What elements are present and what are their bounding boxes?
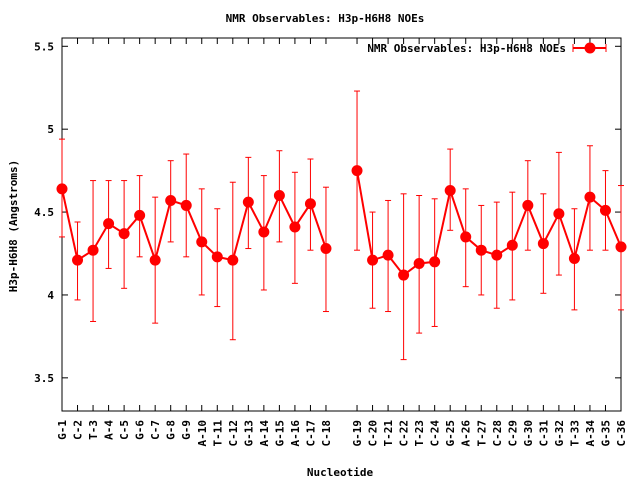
data-point [351,165,363,177]
x-tick-label: G-32 [553,420,566,447]
x-tick-label: T-3 [87,420,100,440]
data-point [584,191,596,203]
x-tick-label: C-18 [320,420,333,447]
data-point [242,196,254,208]
x-tick-label: G-25 [444,420,457,447]
data-point [273,189,285,201]
data-point [118,228,130,240]
x-tick-label: A-16 [289,420,302,447]
x-tick-label: T-11 [211,420,224,447]
data-point [522,199,534,211]
x-tick-label: C-29 [506,420,519,447]
data-point [320,243,332,255]
y-tick-label: 3.5 [34,372,54,385]
x-tick-label: C-2 [72,420,85,440]
x-tick-label: G-19 [351,420,364,447]
x-tick-label: C-5 [118,420,131,440]
plot-border [61,37,622,412]
x-axis: G-1 C-2 T-3 A-4 C-5 G-6 C-7 G-8 G-9 A-10 T-11 C-12 G… [56,38,628,447]
data-point [568,252,580,264]
legend-sample [572,42,607,54]
x-tick-label: G-30 [522,420,535,447]
data-point [227,254,239,266]
data-point [506,239,518,251]
y-tick-label: 5 [47,123,54,136]
x-tick-label: A-26 [460,420,473,447]
data-point [196,236,208,248]
x-tick-label: C-24 [429,420,442,447]
x-axis-label: Nucleotide [307,466,374,479]
x-tick-label: G-13 [242,420,255,447]
x-tick-label: T-33 [568,420,581,447]
x-tick-label: A-4 [103,420,116,440]
data-point [398,269,410,281]
data-point [211,251,223,263]
x-tick-label: C-12 [227,420,240,447]
data-point [429,256,441,268]
data-point [475,244,487,256]
data-point [382,249,394,261]
data-point [491,249,503,261]
x-tick-label: A-14 [258,420,271,447]
data-point [615,241,627,253]
x-tick-label: A-10 [196,420,209,447]
data-point [444,185,456,197]
data-point [56,183,68,195]
data-point [289,221,301,233]
series-line [356,170,622,277]
x-tick-label: G-15 [273,420,286,447]
x-tick-label: C-28 [491,420,504,447]
data-point [165,194,177,206]
legend-label: NMR Observables: H3p-H6H8 NOEs [367,42,566,55]
data-point [258,226,270,238]
data-point [87,244,99,256]
data-point [599,204,611,216]
y-tick-label: 5.5 [34,40,54,53]
x-tick-label: T-23 [413,420,426,447]
data-point [413,257,425,269]
x-tick-label: G-6 [134,420,147,440]
x-tick-label: C-36 [615,420,628,447]
series-h3p-h6h8 [56,90,627,361]
data-point [180,199,192,211]
legend-marker [584,42,596,54]
y-axis-label: H3p-H6H8 (Angstroms) [7,160,20,292]
x-tick-label: G-9 [180,420,193,440]
x-tick-label: G-8 [165,420,178,440]
y-axis: 3.5 4 4.5 5 5.5 [34,40,621,385]
x-tick-label: C-17 [304,420,317,447]
x-tick-label: C-20 [367,420,380,447]
data-point [72,254,84,266]
x-tick-label: A-34 [584,420,597,447]
data-point [460,231,472,243]
data-point [553,208,565,220]
x-tick-label: G-35 [599,420,612,447]
data-point [367,254,379,266]
data-point [103,218,115,230]
x-tick-label: T-21 [382,420,395,447]
legend: NMR Observables: H3p-H6H8 NOEs [367,42,607,55]
plot-frame [61,37,622,412]
chart-title: NMR Observables: H3p-H6H8 NOEs [226,12,425,25]
data-point [149,254,161,266]
x-tick-label: T-27 [475,420,488,447]
series-line [61,188,327,264]
x-tick-label: C-31 [537,420,550,447]
data-point [134,209,146,221]
y-tick-label: 4.5 [34,206,54,219]
data-point [537,238,549,250]
data-point [304,198,316,210]
x-tick-label: C-22 [398,420,411,447]
y-tick-label: 4 [47,289,54,302]
x-tick-label: G-1 [56,420,69,440]
x-tick-label: C-7 [149,420,162,440]
